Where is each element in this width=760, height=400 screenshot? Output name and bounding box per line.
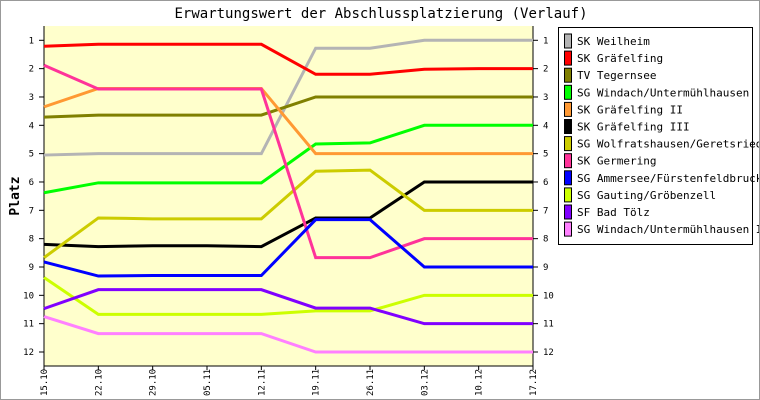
y-tick-label-right: 3 [543,93,548,103]
y-tick-label-right: 6 [543,178,548,188]
y-tick-label: 9 [29,263,34,273]
y-tick-label: 12 [23,348,34,358]
y-tick-label-right: 2 [543,65,548,75]
y-tick-label: 11 [23,320,34,330]
y-tick-label-right: 4 [543,121,548,131]
legend-entry: SK Gräfelfing [577,52,663,65]
x-tick-label: 05.11 [203,369,213,396]
legend-entry: SK Gräfelfing II [577,103,683,116]
y-tick-label: 3 [29,93,34,103]
series-line-1 [43,42,533,76]
series-line-10 [43,288,533,326]
legend-swatch [564,221,572,237]
legend-swatch [564,101,572,117]
y-tick-label-right: 12 [543,348,554,358]
x-tick-label: 10.12 [475,369,485,396]
y-tick-label: 1 [29,36,34,46]
x-tick-label: 03.12 [420,369,430,396]
legend-entry: TV Tegernsee [577,69,656,82]
x-tick-label: 15.10 [40,369,50,396]
series-line-3 [43,123,533,195]
series-line-0 [43,38,533,157]
series-line-2 [43,95,533,119]
legend-swatch [564,50,572,66]
y-tick-label-right: 9 [543,263,548,273]
legend-swatch [564,136,572,152]
legend-swatch [564,84,572,100]
series-line-9 [43,276,533,316]
series-line-8 [43,218,533,278]
y-tick-label-right: 5 [543,150,548,160]
y-tick-label: 2 [29,65,34,75]
y-tick-label: 4 [29,121,34,131]
legend [558,27,753,245]
legend-entry: SG Windach/Untermühlhausen II [577,223,759,236]
legend-entry: SF Bad Tölz [577,206,650,219]
y-tick-label-right: 7 [543,206,548,216]
x-tick-label: 29.10 [149,369,159,396]
x-tick-label: 19.11 [312,369,322,396]
y-axis-label: Platz [8,176,23,215]
legend-swatch [564,67,572,83]
y-tick-label-right: 1 [543,36,548,46]
legend-entry: SK Gräfelfing III [577,121,690,134]
y-tick-label: 5 [29,150,34,160]
y-tick-label-right: 10 [543,291,554,301]
y-tick-label: 7 [29,206,34,216]
legend-entry: SK Germering [577,155,656,168]
x-tick-label: 22.10 [94,369,104,396]
legend-entry: SK Weilheim [577,35,650,48]
legend-swatch [564,204,572,220]
x-tick-label: 17.12 [529,369,539,396]
y-tick-label-right: 8 [543,235,548,245]
legend-entry: SG Windach/Untermühlhausen [577,86,749,99]
x-tick-label: 26.11 [366,369,376,396]
y-tick-label-right: 11 [543,320,554,330]
y-tick-label: 10 [23,291,34,301]
legend-entry: SG Gauting/Gröbenzell [577,189,716,202]
legend-entry: SG Ammersee/Fürstenfeldbruck [577,172,759,185]
x-tick-label: 12.11 [257,369,267,396]
y-tick-label: 6 [29,178,34,188]
legend-swatch [564,153,572,169]
legend-swatch [564,170,572,186]
chart-title: Erwartungswert der Abschlussplatzierung … [174,6,587,22]
legend-swatch [564,119,572,134]
series-line-5 [43,180,533,249]
legend-entry: SG Wolfratshausen/Geretsried [577,138,759,151]
series-line-6 [43,168,533,259]
y-tick-label: 8 [29,235,34,245]
legend-swatch [564,33,572,49]
series-line-7 [43,63,533,260]
series-line-11 [43,315,533,354]
legend-swatch [564,187,572,203]
